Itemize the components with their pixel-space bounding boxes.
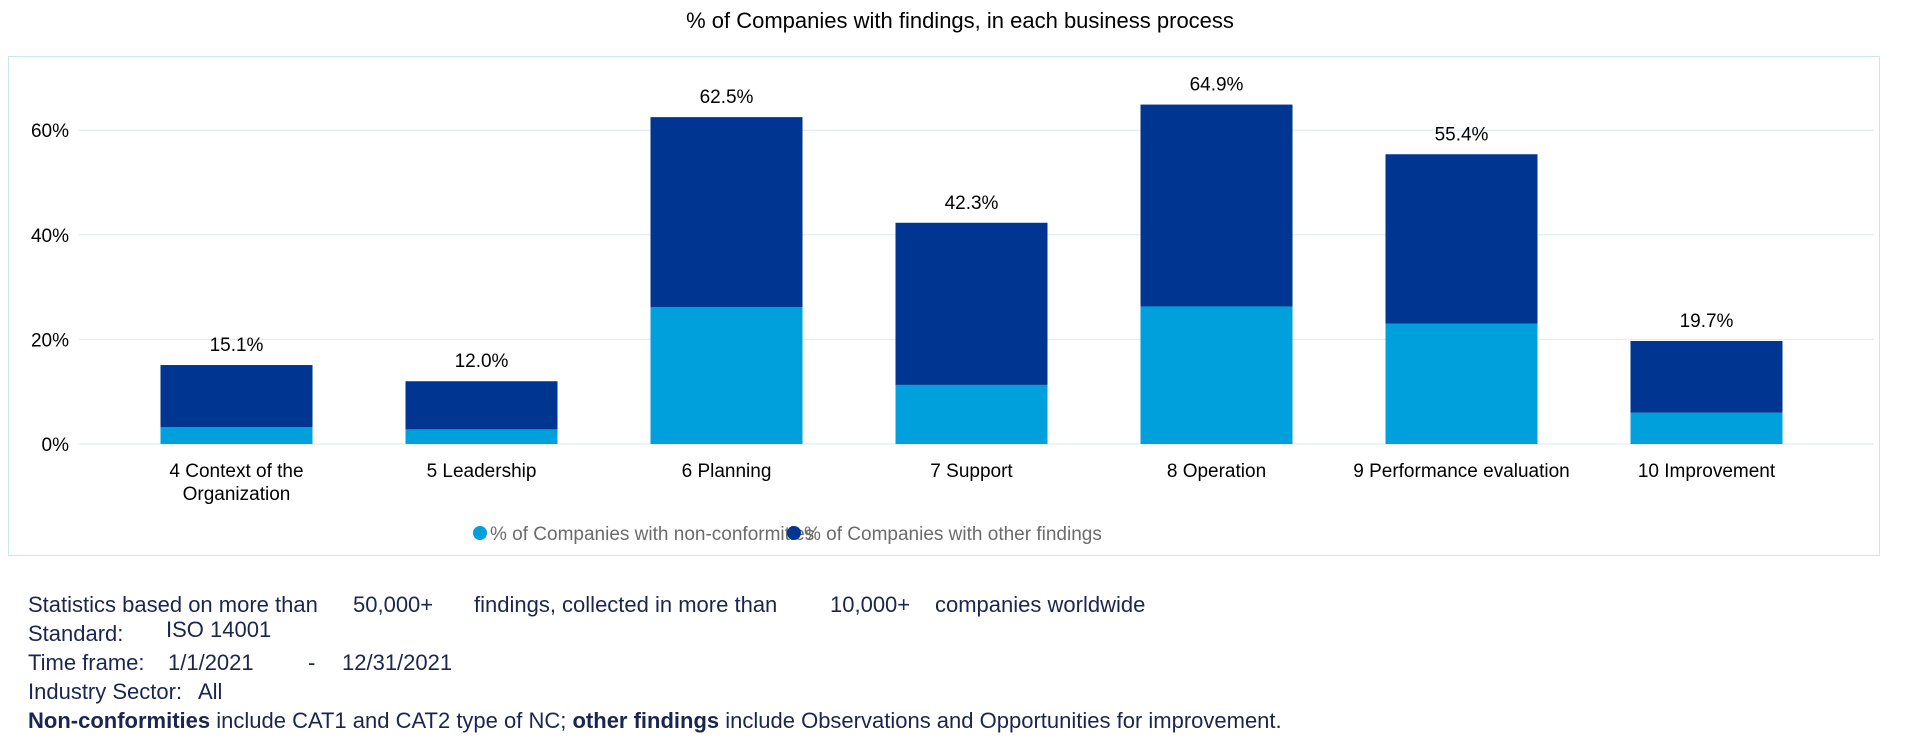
stats-prefix: Statistics based on more than xyxy=(28,592,318,617)
findings-count: 50,000+ xyxy=(353,592,434,617)
bar-total-label: 64.9% xyxy=(1190,75,1244,96)
y-tick-label: 0% xyxy=(42,435,70,456)
x-tick-label: 5 Leadership xyxy=(427,461,537,482)
x-tick-label: 9 Performance evaluation xyxy=(1353,461,1570,482)
chart-frame: 0% 20% 40% 60% 15.1% 4 Context of the Organiza… xyxy=(8,56,1880,556)
legend-marker-other-findings xyxy=(787,526,801,540)
bar-segment-non-conformities xyxy=(1630,412,1783,444)
y-tick-label: 40% xyxy=(31,226,69,247)
stats-suffix: companies worldwide xyxy=(935,592,1146,617)
standard-value: ISO 14001 xyxy=(166,617,272,642)
bar-total-label: 12.0% xyxy=(455,351,509,372)
bar-segment-other-findings xyxy=(1385,154,1538,324)
timeframe-label: Time frame: xyxy=(28,650,145,675)
bar-segment-non-conformities xyxy=(160,427,313,444)
x-tick-label: 10 Improvement xyxy=(1638,461,1776,482)
sector-label: Industry Sector: xyxy=(28,679,183,704)
companies-count: 10,000+ xyxy=(830,592,911,617)
chart-title: % of Companies with findings, in each bu… xyxy=(686,8,1234,33)
sector-value: All xyxy=(198,679,223,704)
bar-segment-other-findings xyxy=(160,365,313,428)
x-tick-label: 8 Operation xyxy=(1167,461,1266,482)
stats-middle: findings, collected in more than xyxy=(474,592,778,617)
legend-label-non-conformities: % of Companies with non-conformities xyxy=(490,524,814,545)
timeframe-separator: - xyxy=(308,650,316,675)
bar-total-label: 15.1% xyxy=(210,335,264,356)
bar-segment-non-conformities xyxy=(650,306,803,444)
y-tick-label: 60% xyxy=(31,121,69,142)
bar-total-label: 62.5% xyxy=(700,87,754,108)
note-nc-text: include CAT1 and CAT2 type of NC; xyxy=(210,708,573,733)
bar-segment-other-findings xyxy=(1140,104,1293,307)
bar-segment-non-conformities xyxy=(405,429,558,444)
bar-total-label: 19.7% xyxy=(1680,311,1734,332)
note-other-term: other findings xyxy=(572,708,720,733)
bar-segment-other-findings xyxy=(895,222,1048,385)
timeframe-start: 1/1/2021 xyxy=(168,650,254,675)
bar-total-label: 55.4% xyxy=(1435,124,1489,145)
bar-segment-other-findings xyxy=(650,117,803,307)
stats-line: Statistics based on more than 50,000+ fi… xyxy=(28,590,1282,619)
bar-segment-non-conformities xyxy=(1140,306,1293,444)
timeframe-line: Time frame: 1/1/2021 - 12/31/2021 xyxy=(28,648,1282,677)
stacked-bar-chart: 0% 20% 40% 60% 15.1% 4 Context of the Organiza… xyxy=(31,75,1874,545)
note-nc-term: Non-conformities xyxy=(28,708,211,733)
bar-segment-non-conformities xyxy=(1385,323,1538,444)
bar-segment-non-conformities xyxy=(895,384,1048,444)
standard-line: Standard: ISO 14001 xyxy=(28,617,1282,648)
x-tick-label: 6 Planning xyxy=(682,461,772,482)
sector-line: Industry Sector: All xyxy=(28,677,1282,706)
bar-segment-other-findings xyxy=(405,381,558,430)
legend-label-other-findings: % of Companies with other findings xyxy=(804,524,1102,545)
x-tick-label: 4 Context of the Organization xyxy=(169,461,303,505)
y-tick-label: 20% xyxy=(31,330,69,351)
note-other-text: include Observations and Opportunities f… xyxy=(719,708,1282,733)
info-panel: Statistics based on more than 50,000+ fi… xyxy=(28,590,1282,735)
findings-definition-note: Non-conformities include CAT1 and CAT2 t… xyxy=(28,706,1282,735)
x-tick-label: 7 Support xyxy=(930,461,1013,482)
bar-segment-other-findings xyxy=(1630,340,1783,413)
bar-total-label: 42.3% xyxy=(945,193,999,214)
legend-marker-non-conformities xyxy=(473,526,487,540)
standard-label: Standard: xyxy=(28,621,124,646)
timeframe-end: 12/31/2021 xyxy=(342,650,453,675)
